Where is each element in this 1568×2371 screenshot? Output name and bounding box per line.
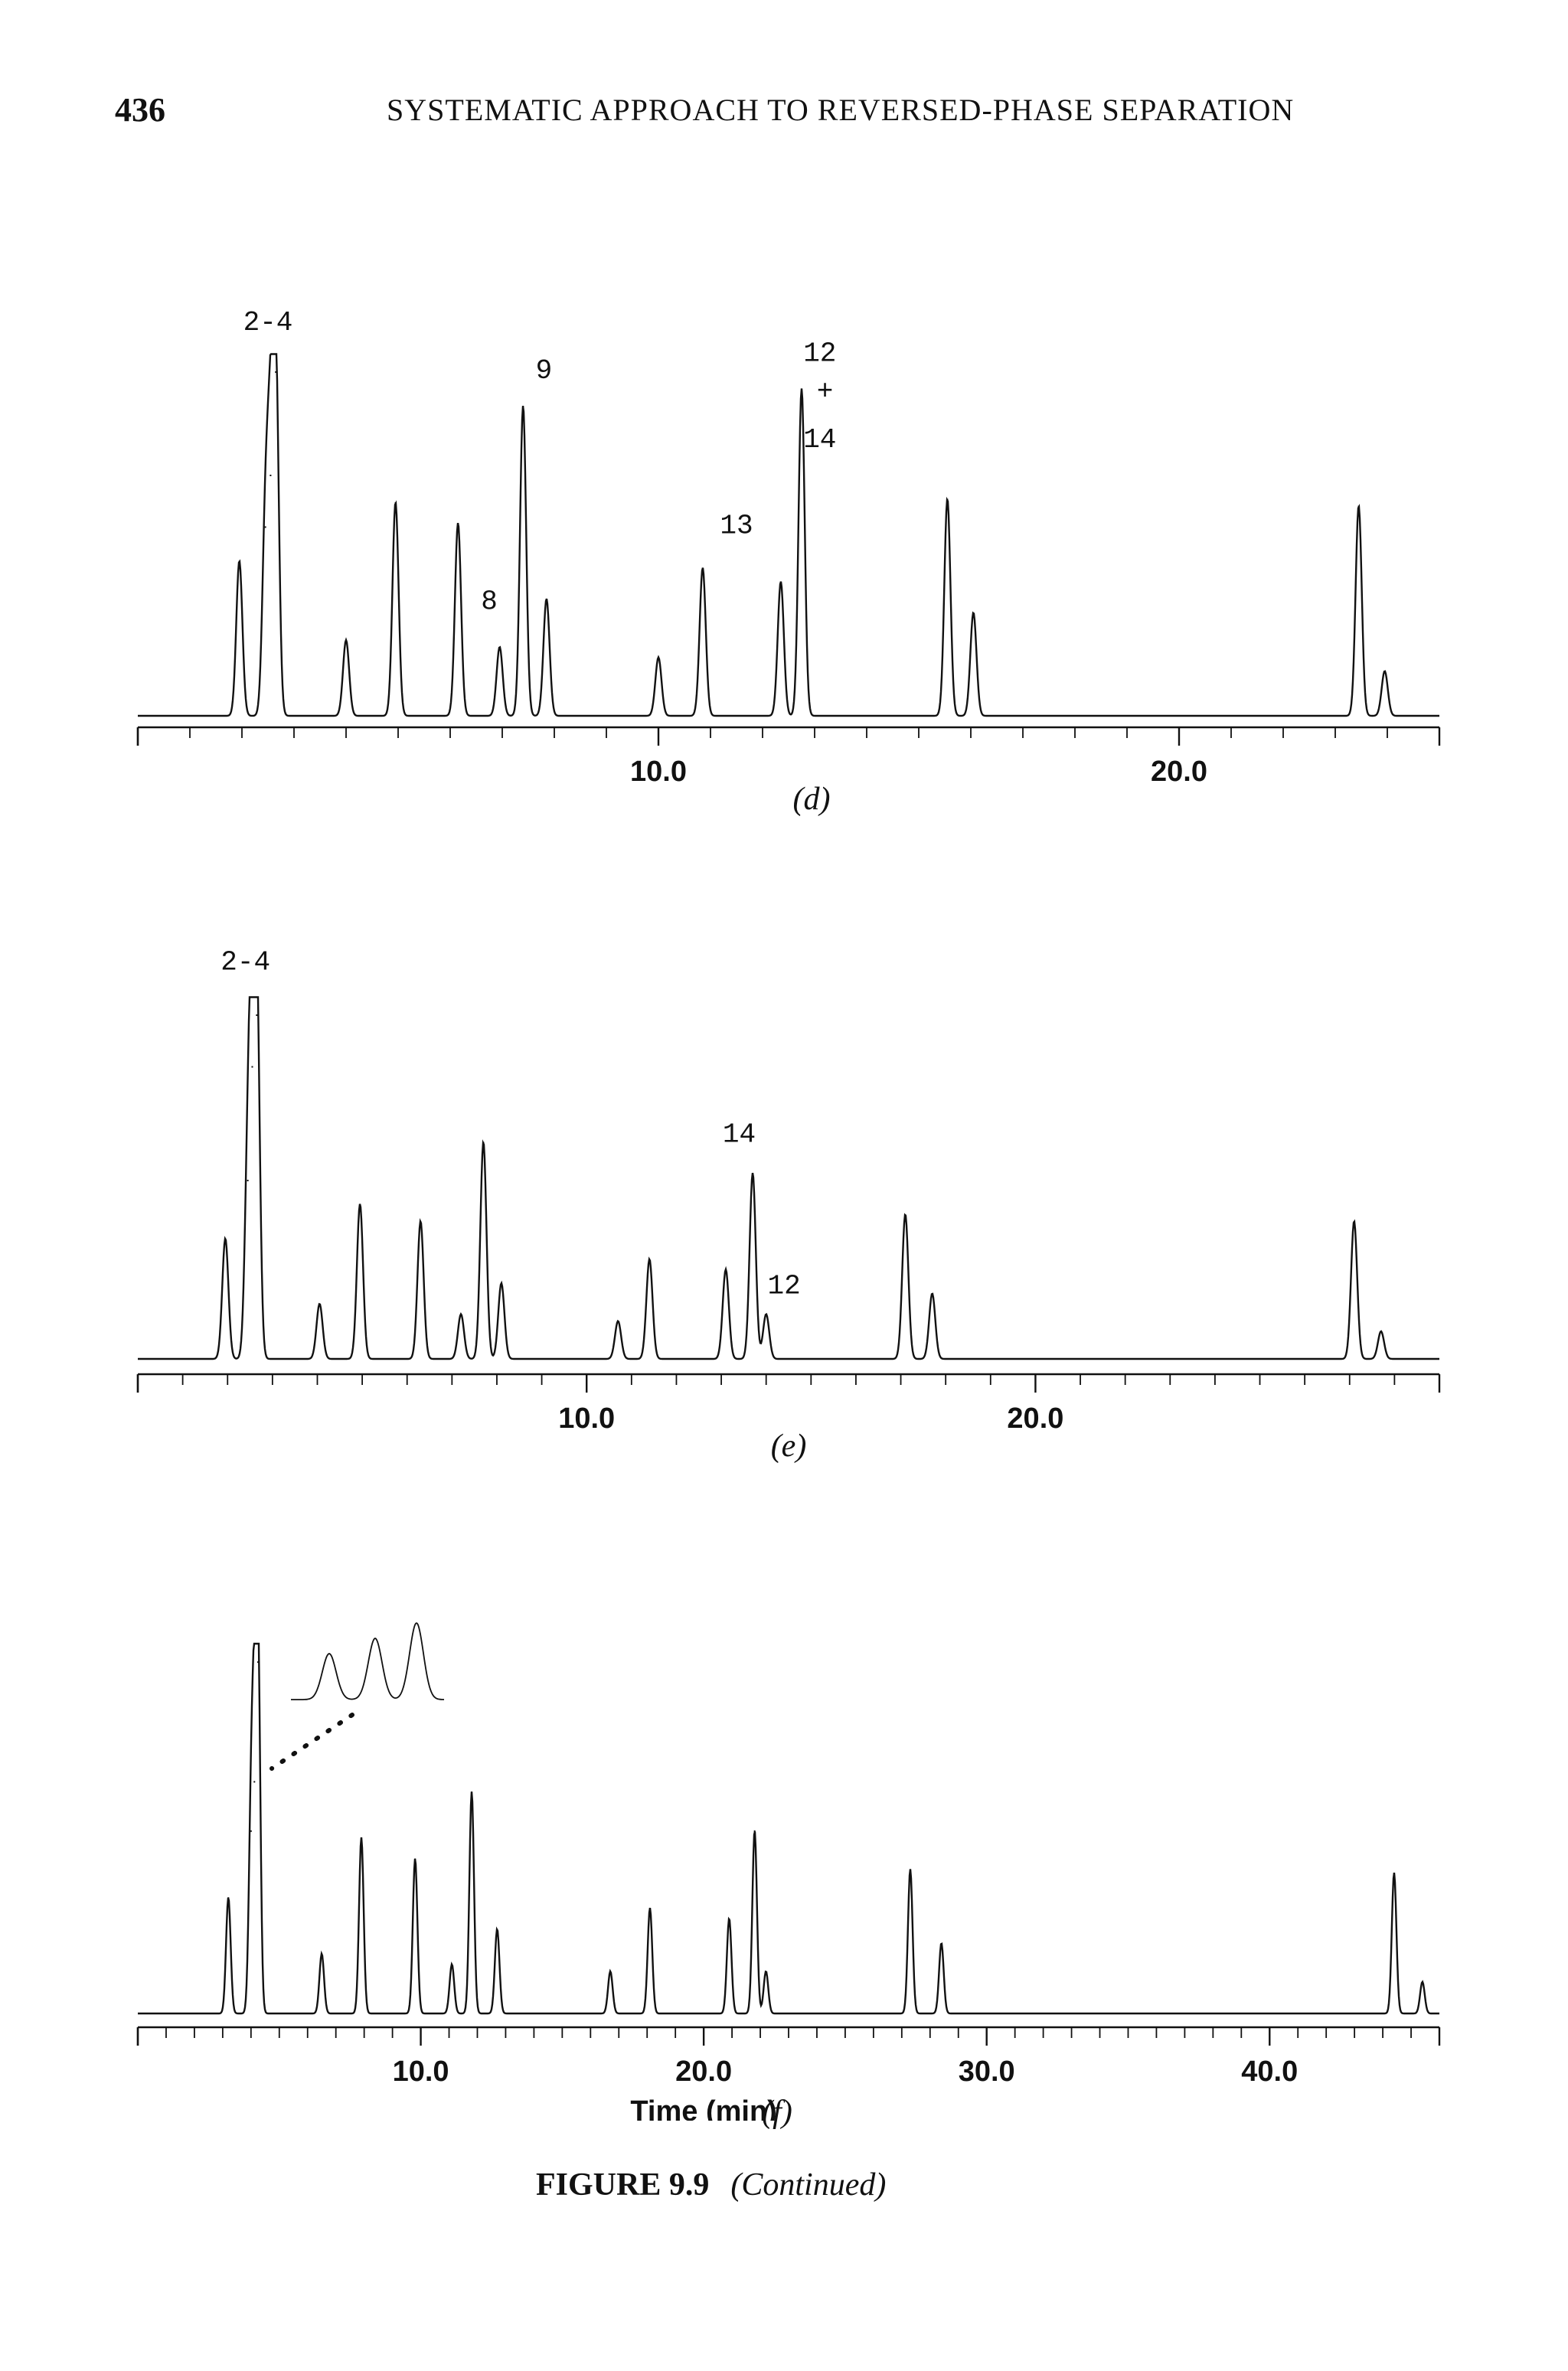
peak-annotation: 2-4	[220, 947, 270, 978]
peak-annotation: +	[817, 376, 834, 407]
running-head: SYSTEMATIC APPROACH TO REVERSED-PHASE SE…	[387, 93, 1295, 127]
panel-label-d: (d)	[792, 782, 831, 817]
chromatogram-f: 10.0 20.0 30.0 40.0 Time (min)	[136, 1621, 1441, 2121]
chromatogram-e: 10.0 20.0 2-4 14 12	[136, 947, 1441, 1435]
chromatogram-trace	[138, 996, 1439, 1360]
inset-leader	[270, 1713, 354, 1771]
page-number: 436	[115, 91, 165, 129]
figure-caption: FIGURE 9.9 (Continued)	[536, 2167, 886, 2203]
chromatogram-trace	[138, 353, 1439, 717]
peak-annotation: 9	[536, 355, 553, 387]
peak-annotation: 14	[723, 1119, 756, 1151]
peak-annotation: 14	[803, 424, 836, 456]
chromatogram-d: 10.0 20.0 2-4 9 8 12 +14 13	[136, 307, 1441, 788]
figure-note: (Continued)	[730, 2167, 887, 2203]
chromatogram-trace	[138, 1642, 1439, 2015]
peak-annotation: 2-4	[243, 307, 293, 338]
panel-label-f: (f)	[762, 2095, 792, 2130]
tick-label: 10.0	[393, 2056, 449, 2088]
peak-annotation: 12	[768, 1271, 801, 1302]
peak-annotation: 8	[481, 586, 498, 618]
tick-label: 20.0	[675, 2056, 732, 2088]
tick-label: 20.0	[1151, 756, 1207, 788]
tick-label: 10.0	[630, 756, 687, 788]
page-header: 436 SYSTEMATIC APPROACH TO REVERSED-PHAS…	[0, 0, 1568, 184]
tick-label: 20.0	[1007, 1403, 1063, 1435]
tick-label: 40.0	[1241, 2056, 1298, 2088]
tick-label: 30.0	[959, 2056, 1015, 2088]
x-axis-title: Time (min)	[630, 2095, 776, 2121]
panel-label-e: (e)	[770, 1429, 807, 1464]
inset-trace	[291, 1621, 445, 1700]
tick-label: 10.0	[558, 1403, 615, 1435]
peak-annotation: 13	[720, 511, 753, 542]
peak-annotation: 12	[803, 338, 836, 370]
figure-number: FIGURE 9.9	[536, 2167, 710, 2203]
